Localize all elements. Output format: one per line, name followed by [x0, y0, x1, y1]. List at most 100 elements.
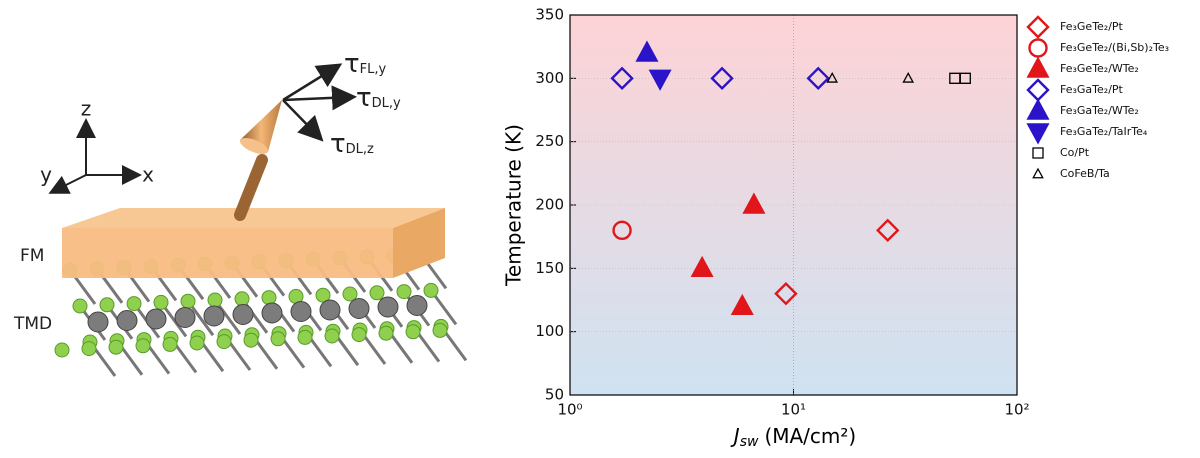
metal-atom [203, 305, 225, 327]
legend-marker [1026, 15, 1050, 39]
torque-arrows [282, 63, 357, 142]
chalcogen-atom [180, 293, 196, 309]
chalcogen-atom [162, 336, 178, 352]
legend-marker [1026, 56, 1050, 78]
legend-label: Fe₃GeTe₂/Pt [1060, 20, 1124, 33]
fm-front [62, 228, 393, 278]
metal-atom [232, 304, 254, 325]
x-tick-label: 10⁰ [557, 401, 582, 419]
chalcogen-atom [423, 282, 439, 298]
chalcogen-atom [216, 334, 232, 350]
legend-marker [1028, 38, 1048, 58]
torque-label: τFL,y [344, 49, 387, 79]
legend-marker [1026, 98, 1050, 120]
y-tick-label: 300 [535, 69, 564, 87]
x-tick-label: 10¹ [781, 401, 806, 419]
data-point [612, 220, 632, 241]
chalcogen-atom [261, 290, 277, 306]
data-point [876, 218, 900, 243]
coord-axes [48, 118, 142, 194]
chalcogen-atom [342, 286, 358, 302]
chart: 50 100 150 200 250 300 350 10⁰ 10¹ 10² Fe₃GeTe₂/Pt… [535, 6, 1169, 419]
chalcogen-atom [351, 327, 367, 343]
chalcogen-atom [405, 324, 421, 340]
metal-atom [261, 302, 283, 324]
moment-shaft [234, 154, 268, 221]
legend-label: Fe₃GaTe₂/TaIrTe₄ [1060, 125, 1148, 138]
chalcogen-atom [378, 325, 394, 341]
chalcogen-atom [324, 328, 340, 344]
legend-marker [1032, 167, 1044, 179]
chalcogen-atom [270, 331, 286, 347]
chalcogen-atom [189, 335, 205, 351]
torque-label: τDL,y [356, 83, 401, 113]
y-tick-label: 350 [535, 6, 564, 24]
plot-frame [569, 14, 1018, 396]
metal-atom [377, 296, 399, 318]
legend-label: Co/Pt [1060, 146, 1090, 159]
data-point [806, 66, 830, 91]
metal-atom [406, 295, 428, 316]
data-point [610, 66, 634, 91]
chalcogen-atom [108, 339, 124, 355]
chalcogen-atom [153, 294, 169, 310]
legend-label: Fe₃GeTe₂/(Bi,Sb)₂Te₃ [1060, 41, 1169, 54]
legend-label: Fe₃GaTe₂/WTe₂ [1060, 104, 1139, 117]
y-axis-label: Temperature (K) [502, 124, 526, 287]
chalcogen-atom [72, 298, 88, 314]
tmd-label: TMD [13, 314, 52, 334]
y-tick-label: 50 [545, 386, 564, 404]
chalcogen-atom [234, 291, 250, 307]
metal-atom [145, 308, 167, 330]
axis-y: y [40, 163, 52, 187]
metal-atom [174, 307, 196, 328]
chalcogen-atom [297, 329, 313, 345]
chalcogen-atom [243, 332, 259, 348]
data-point [959, 72, 971, 84]
metal-atom [348, 298, 370, 319]
fm-label: FM [20, 246, 44, 266]
legend-marker [1026, 123, 1050, 145]
axis-z: z [81, 97, 92, 121]
chalcogen-atom [396, 284, 412, 300]
metal-atom [319, 299, 341, 321]
torque-label: τDL,z [330, 129, 374, 159]
data-point [635, 40, 659, 62]
data-point [690, 255, 714, 278]
schematic: z y x FM TMD τFL,y τDL,y τDL,z [13, 49, 468, 377]
legend-marker [1032, 147, 1044, 159]
data-point [730, 293, 754, 316]
metal-atom [116, 310, 138, 331]
metal-atom [290, 301, 312, 322]
chalcogen-atom [54, 342, 70, 358]
chalcogen-atom [369, 285, 385, 301]
y-tick-label: 250 [535, 132, 564, 150]
x-axis-label: Jsw (MA/cm²) [730, 424, 856, 451]
legend-label: Fe₃GaTe₂/Pt [1060, 83, 1124, 96]
data-point [826, 71, 839, 83]
x-tick-label: 10² [1004, 401, 1029, 419]
data-point [774, 281, 798, 306]
axis-x: x [142, 163, 154, 187]
chalcogen-atom [432, 322, 448, 338]
chalcogen-atom [207, 292, 223, 308]
data-point [742, 192, 766, 214]
chalcogen-atom [81, 341, 97, 357]
legend-marker [1026, 78, 1050, 102]
legend-label: Fe₃GeTe₂/WTe₂ [1060, 62, 1139, 75]
fm-side [393, 208, 445, 278]
data-point [648, 69, 672, 91]
y-tick-label: 200 [535, 196, 564, 214]
chalcogen-atom [126, 296, 142, 312]
legend-label: CoFeB/Ta [1060, 167, 1110, 180]
y-tick-label: 150 [535, 259, 564, 277]
chalcogen-atom [135, 338, 151, 354]
metal-atom [87, 311, 109, 333]
data-point [902, 71, 915, 83]
chalcogen-atom [99, 297, 115, 313]
data-point [710, 66, 734, 91]
cone-base [239, 137, 269, 155]
fm-top [62, 208, 445, 228]
y-tick-label: 100 [535, 322, 564, 340]
